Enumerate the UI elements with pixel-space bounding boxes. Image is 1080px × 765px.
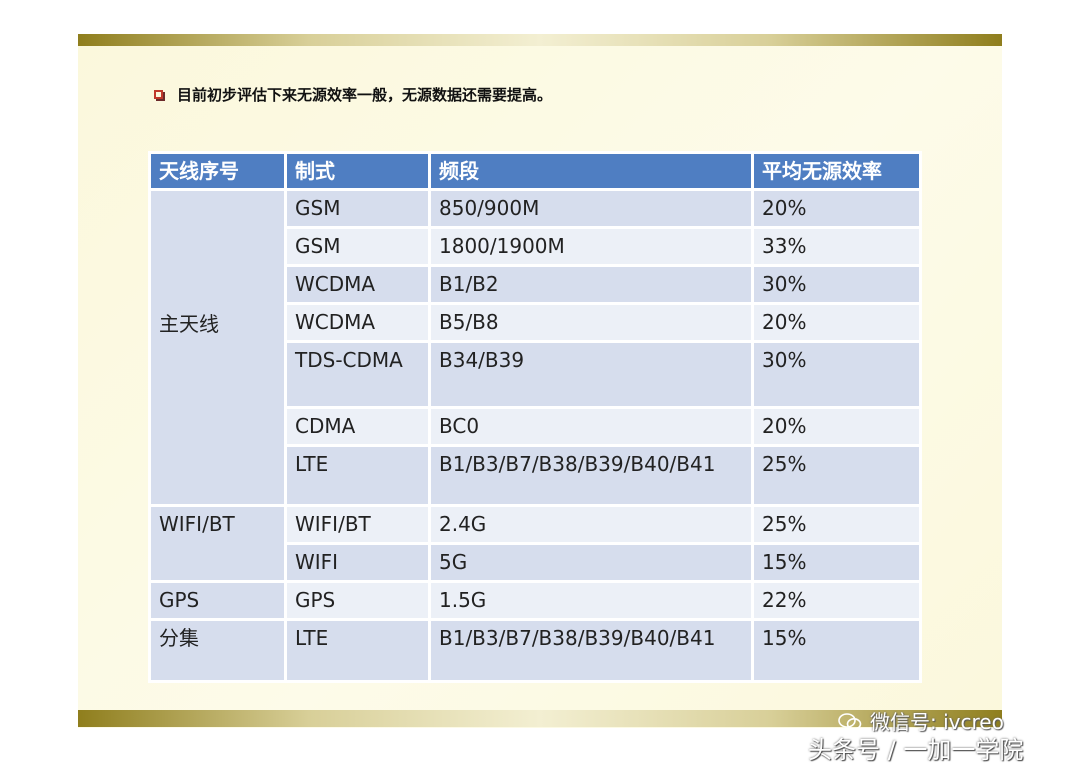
table-row: WCDMA B1/B2 30% bbox=[150, 264, 922, 305]
top-decorative-bar bbox=[78, 34, 1002, 46]
square-bullet-icon bbox=[154, 90, 163, 99]
cell-efficiency: 25% bbox=[751, 444, 922, 507]
cell-efficiency: 25% bbox=[751, 504, 922, 545]
cell-band: BC0 bbox=[428, 406, 754, 447]
header-antenna: 天线序号 bbox=[148, 151, 287, 191]
table-row: LTE B1/B3/B7/B38/B39/B40/B41 25% bbox=[150, 444, 922, 507]
table-row: 主天线 GSM 850/900M 20% bbox=[148, 188, 922, 507]
cell-standard: GPS bbox=[284, 580, 431, 621]
cell-efficiency: 15% bbox=[751, 618, 922, 683]
header-standard: 制式 bbox=[284, 151, 431, 191]
cell-efficiency: 30% bbox=[751, 264, 922, 305]
cell-band: B5/B8 bbox=[428, 302, 754, 343]
cell-standard: CDMA bbox=[284, 406, 431, 447]
cell-efficiency: 22% bbox=[751, 580, 922, 621]
cell-band: 1800/1900M bbox=[428, 226, 754, 267]
wechat-id-text: 微信号: ivcreo bbox=[870, 710, 1004, 734]
cell-band: B34/B39 bbox=[428, 340, 754, 409]
table-row: CDMA BC0 20% bbox=[150, 406, 922, 447]
cell-standard: WIFI/BT bbox=[284, 504, 431, 545]
wechat-watermark: 微信号: ivcreo bbox=[838, 706, 1004, 735]
table-row: GPS GPS 1.5G 22% bbox=[148, 580, 922, 621]
header-band: 频段 bbox=[428, 151, 754, 191]
cell-efficiency: 20% bbox=[751, 302, 922, 343]
table-row: TDS-CDMA B34/B39 30% bbox=[150, 340, 922, 409]
group-main-antenna: 主天线 bbox=[148, 188, 287, 507]
group-diversity: 分集 bbox=[148, 618, 287, 683]
table-row: GSM 1800/1900M 33% bbox=[150, 226, 922, 267]
cell-band: B1/B3/B7/B38/B39/B40/B41 bbox=[428, 444, 754, 507]
group-wifi-bt: WIFI/BT bbox=[148, 504, 287, 583]
cell-standard: LTE bbox=[284, 618, 431, 683]
toutiao-watermark: 头条号 / 一加一学院 bbox=[808, 736, 1024, 764]
cell-efficiency: 15% bbox=[751, 542, 922, 583]
cell-efficiency: 33% bbox=[751, 226, 922, 267]
cell-standard: TDS-CDMA bbox=[284, 340, 431, 409]
group-gps: GPS bbox=[148, 580, 287, 621]
cell-band: B1/B3/B7/B38/B39/B40/B41 bbox=[428, 618, 754, 683]
cell-band: 1.5G bbox=[428, 580, 754, 621]
efficiency-table-container: 天线序号 制式 频段 平均无源效率 主天线 GSM 850/900M 20% G… bbox=[148, 151, 922, 683]
table-row: 分集 LTE B1/B3/B7/B38/B39/B40/B41 15% bbox=[148, 618, 922, 683]
cell-standard: WCDMA bbox=[284, 302, 431, 343]
table-header-row: 天线序号 制式 频段 平均无源效率 bbox=[148, 151, 922, 191]
table-row: WIFI/BT WIFI/BT 2.4G 25% bbox=[148, 504, 922, 583]
cell-standard: GSM bbox=[284, 226, 431, 267]
cell-standard: WIFI bbox=[284, 542, 431, 583]
bullet-text: 目前初步评估下来无源效率一般，无源数据还需要提高。 bbox=[177, 86, 553, 104]
wechat-icon bbox=[838, 712, 862, 730]
cell-efficiency: 20% bbox=[751, 406, 922, 447]
cell-standard: WCDMA bbox=[284, 264, 431, 305]
efficiency-table: 天线序号 制式 频段 平均无源效率 主天线 GSM 850/900M 20% G… bbox=[148, 151, 922, 683]
cell-standard: LTE bbox=[284, 444, 431, 507]
bottom-decorative-bar bbox=[78, 710, 1002, 727]
cell-efficiency: 30% bbox=[751, 340, 922, 409]
cell-band: 2.4G bbox=[428, 504, 754, 545]
table-row: WCDMA B5/B8 20% bbox=[150, 302, 922, 343]
cell-efficiency: 20% bbox=[751, 188, 922, 229]
cell-standard: GSM bbox=[284, 188, 431, 229]
bullet-point: 目前初步评估下来无源效率一般，无源数据还需要提高。 bbox=[154, 84, 552, 105]
header-efficiency: 平均无源效率 bbox=[751, 151, 922, 191]
table-row: WIFI 5G 15% bbox=[150, 542, 922, 583]
cell-band: B1/B2 bbox=[428, 264, 754, 305]
cell-band: 850/900M bbox=[428, 188, 754, 229]
cell-band: 5G bbox=[428, 542, 754, 583]
